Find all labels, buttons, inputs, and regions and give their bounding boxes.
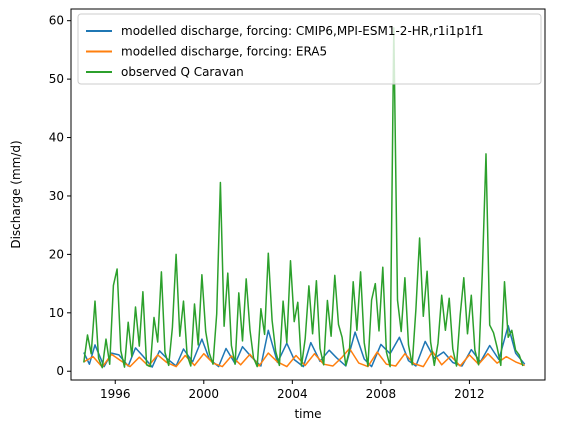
series-line-0 [83, 324, 526, 368]
y-tick-label: 40 [49, 131, 64, 145]
series-layer [83, 26, 526, 369]
legend-entry: observed Q Caravan [121, 65, 244, 79]
y-tick-label: 30 [49, 189, 64, 203]
y-tick-label: 20 [49, 247, 64, 261]
x-axis-label: time [294, 407, 321, 421]
ticks-layer: 1996 2000 2004 2008 2012 0 10 20 30 40 50 60 [49, 14, 485, 401]
legend-box [77, 13, 542, 85]
y-tick-label: 0 [56, 364, 64, 378]
series-line-2 [83, 26, 524, 369]
legend-entry: modelled discharge, forcing: ERA5 [121, 45, 327, 59]
legend: modelled discharge, forcing: CMIP6,MPI-E… [77, 13, 542, 85]
x-tick-label: 2008 [366, 387, 397, 401]
x-tick-label: 2004 [277, 387, 308, 401]
x-tick-label: 2000 [189, 387, 220, 401]
x-tick-label: 1996 [100, 387, 131, 401]
y-tick-label: 60 [49, 14, 64, 28]
y-axis-label: Discharge (mm/d) [9, 140, 23, 248]
axes-frame [70, 8, 546, 381]
legend-entry: modelled discharge, forcing: CMIP6,MPI-E… [121, 24, 484, 38]
y-tick-label: 50 [49, 72, 64, 86]
x-tick-label: 2012 [454, 387, 485, 401]
series-line-1 [83, 347, 525, 368]
y-tick-label: 10 [49, 306, 64, 320]
